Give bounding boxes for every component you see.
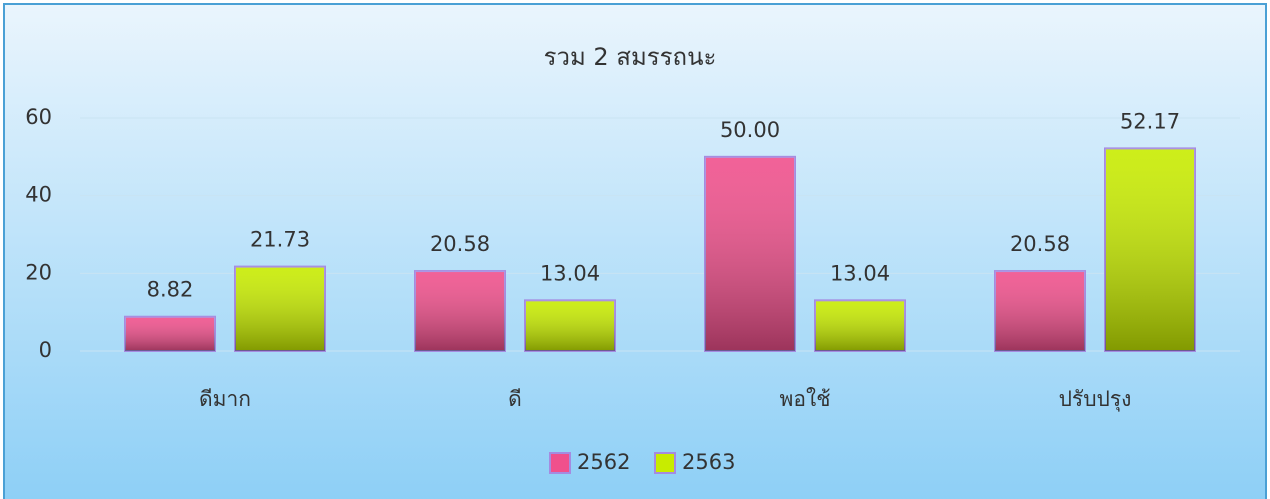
y-tick-label: 0 [39, 338, 52, 362]
y-tick-label: 60 [25, 105, 52, 129]
bar-shade [705, 156, 795, 351]
bar-shade [995, 271, 1085, 351]
bar-shade [415, 271, 505, 351]
data-label: 52.17 [1120, 109, 1180, 133]
legend-label: 2562 [577, 450, 630, 474]
data-label: 8.82 [147, 278, 194, 302]
legend-swatch [654, 452, 676, 474]
legend-swatch [549, 452, 571, 474]
data-label: 13.04 [830, 261, 890, 285]
data-label: 13.04 [540, 261, 600, 285]
data-label: 21.73 [250, 228, 310, 252]
chart-background [3, 3, 1267, 499]
bar-shade [1105, 148, 1195, 351]
data-label: 20.58 [1010, 232, 1070, 256]
bar-shade [125, 316, 215, 351]
data-label: 50.00 [720, 118, 780, 142]
bar-shade [235, 266, 325, 351]
x-tick-label: ดี [508, 387, 522, 411]
x-tick-label: ดีมาก [199, 387, 251, 411]
bar-shade [815, 300, 905, 351]
y-tick-label: 20 [25, 260, 52, 284]
legend-label: 2563 [682, 450, 735, 474]
x-tick-label: พอใช้ [780, 387, 831, 411]
chart-title: รวม 2 สมรรถนะ [544, 43, 717, 71]
data-label: 20.58 [430, 232, 490, 256]
x-tick-label: ปรับปรุง [1059, 387, 1132, 412]
y-tick-label: 40 [25, 183, 52, 207]
bar-shade [525, 300, 615, 351]
